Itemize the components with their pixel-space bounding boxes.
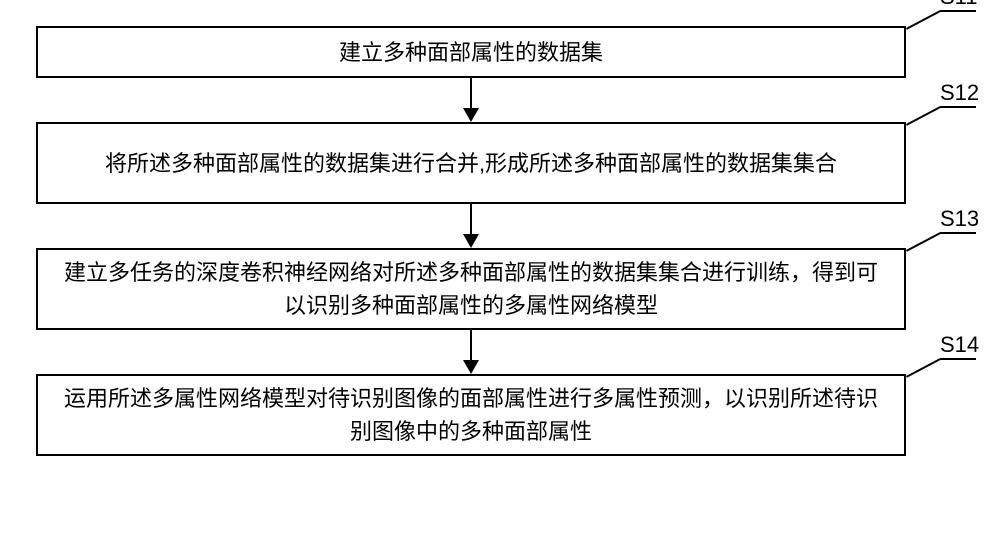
flowchart: 建立多种面部属性的数据集 将所述多种面部属性的数据集进行合并,形成所述多种面部属… xyxy=(36,26,906,456)
flow-node-1-text: 建立多种面部属性的数据集 xyxy=(339,36,603,69)
callout-4-diag xyxy=(906,358,941,378)
flow-node-2: 将所述多种面部属性的数据集进行合并,形成所述多种面部属性的数据集集合 xyxy=(36,122,906,204)
flow-node-4: 运用所述多属性网络模型对待识别图像的面部属性进行多属性预测，以识别所述待识别图像… xyxy=(36,374,906,456)
arrow-1-2 xyxy=(463,78,479,122)
arrow-2-3 xyxy=(463,204,479,248)
callout-3-diag xyxy=(906,232,941,252)
arrow-3-4-head xyxy=(463,360,479,374)
arrow-2-3-shaft xyxy=(470,204,472,234)
flow-node-2-text: 将所述多种面部属性的数据集进行合并,形成所述多种面部属性的数据集集合 xyxy=(105,147,837,180)
step-label-4: S14 xyxy=(940,332,979,358)
flow-node-4-text: 运用所述多属性网络模型对待识别图像的面部属性进行多属性预测，以识别所述待识别图像… xyxy=(58,382,884,448)
flow-node-3: 建立多任务的深度卷积神经网络对所述多种面部属性的数据集集合进行训练，得到可以识别… xyxy=(36,248,906,330)
flow-node-1: 建立多种面部属性的数据集 xyxy=(36,26,906,78)
callout-4-horiz xyxy=(940,358,976,360)
arrow-1-2-head xyxy=(463,108,479,122)
step-label-2: S12 xyxy=(940,80,979,106)
callout-1-horiz xyxy=(940,10,976,12)
callout-2-diag xyxy=(906,106,941,126)
arrow-3-4 xyxy=(463,330,479,374)
step-label-1: S11 xyxy=(940,0,978,10)
arrow-2-3-head xyxy=(463,234,479,248)
callout-2-horiz xyxy=(940,106,976,108)
flow-node-3-text: 建立多任务的深度卷积神经网络对所述多种面部属性的数据集集合进行训练，得到可以识别… xyxy=(58,256,884,322)
callout-3-horiz xyxy=(940,232,976,234)
callout-1-diag xyxy=(906,10,941,30)
arrow-1-2-shaft xyxy=(470,78,472,108)
arrow-3-4-shaft xyxy=(470,330,472,360)
step-label-3: S13 xyxy=(940,206,979,232)
